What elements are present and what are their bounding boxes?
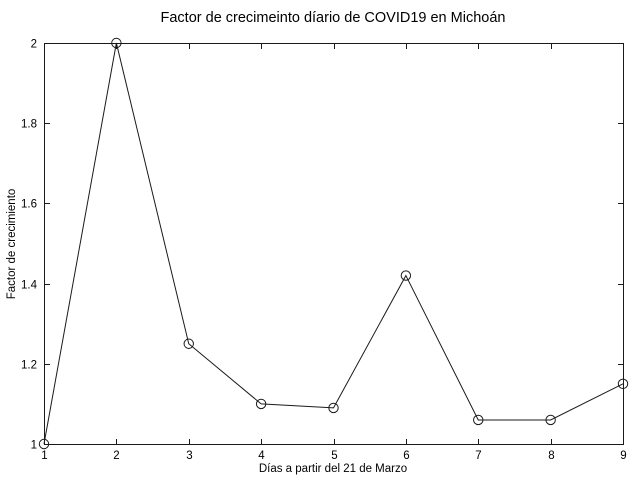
y-tick-label: 1.6	[21, 199, 37, 211]
y-tick-label: 1.2	[21, 360, 37, 372]
x-tick-label: 1	[41, 450, 47, 462]
x-tick-label: 6	[403, 450, 409, 462]
x-tick-label: 4	[258, 450, 265, 462]
x-tick-label: 8	[548, 450, 554, 462]
y-tick-label: 1	[31, 440, 37, 452]
x-tick-label: 5	[331, 450, 337, 462]
x-tick-label: 2	[113, 450, 119, 462]
y-axis-label: Factor de crecimiento	[6, 189, 18, 300]
data-point-marker	[255, 398, 267, 410]
axes: 1 2 3 4 5 6 7 8 9 1 1.2 1.4 1.6 1.8 2	[21, 39, 627, 463]
x-tick-label: 7	[475, 450, 481, 462]
data-point-marker	[617, 378, 629, 390]
data-point-marker	[38, 438, 50, 450]
y-tick-label: 2	[31, 39, 37, 51]
data-point-marker	[400, 270, 412, 281]
y-tick-label: 1.8	[21, 119, 37, 131]
data-point-marker	[328, 402, 339, 414]
plot-box	[44, 43, 624, 445]
series-line	[43, 42, 624, 445]
x-axis-label: Días a partir del 21 de Marzo	[259, 463, 407, 475]
data-point-marker	[111, 37, 122, 49]
data-point-marker	[183, 338, 194, 349]
data-point-marker	[473, 414, 484, 426]
x-tick-label: 3	[186, 450, 192, 462]
y-tick-label: 1.4	[21, 280, 38, 292]
chart-title: Factor de crecimeinto díario de COVID19 …	[161, 10, 506, 26]
x-tick-label: 9	[620, 450, 626, 462]
data-point-marker	[545, 414, 556, 426]
data-series	[38, 37, 629, 450]
